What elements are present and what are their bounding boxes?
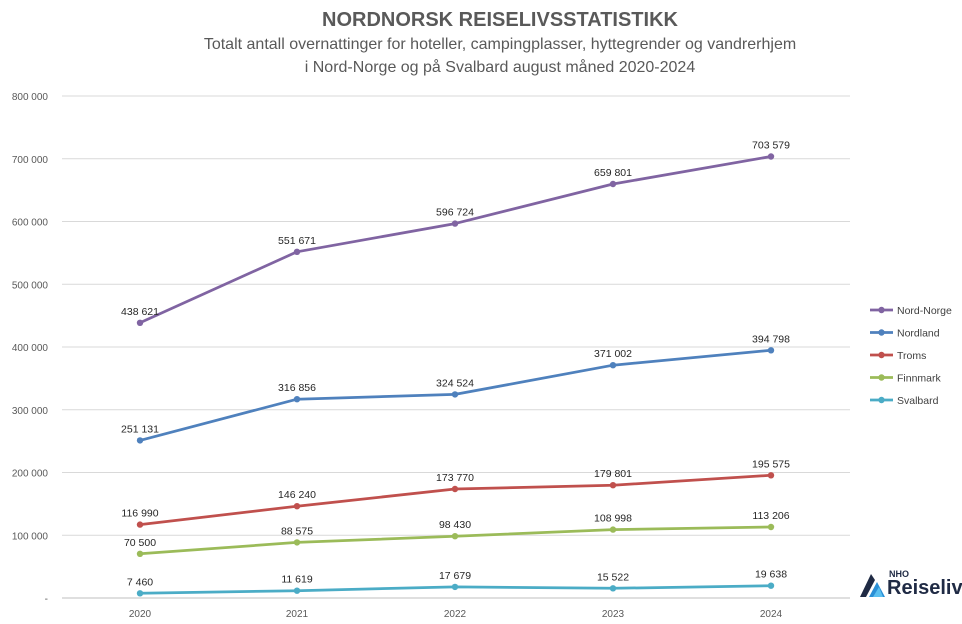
data-label: 15 522 bbox=[597, 571, 629, 583]
series-line-nord-norge bbox=[139, 155, 772, 325]
data-point bbox=[609, 362, 617, 369]
data-point bbox=[767, 347, 775, 354]
data-label: 88 575 bbox=[281, 525, 313, 537]
data-label: 195 575 bbox=[752, 458, 790, 470]
data-label: 17 679 bbox=[439, 570, 471, 582]
data-label: 371 002 bbox=[594, 348, 632, 360]
data-point bbox=[609, 585, 617, 592]
data-point bbox=[136, 319, 144, 326]
data-label: 659 801 bbox=[594, 167, 632, 179]
y-tick-label: 300 000 bbox=[12, 406, 49, 417]
data-label: 316 856 bbox=[278, 382, 316, 394]
data-label: 438 621 bbox=[121, 306, 159, 318]
legend-marker bbox=[878, 306, 885, 314]
data-point bbox=[451, 220, 459, 227]
data-point bbox=[609, 180, 617, 188]
legend-marker bbox=[878, 351, 885, 359]
legend-entry: Troms bbox=[897, 350, 926, 362]
x-tick-label: 2022 bbox=[444, 609, 467, 620]
data-point bbox=[767, 153, 775, 160]
data-label: 703 579 bbox=[752, 140, 790, 152]
data-point bbox=[293, 396, 301, 403]
y-tick-label: 200 000 bbox=[12, 469, 49, 480]
data-label: 596 724 bbox=[436, 207, 474, 219]
data-label: 108 998 bbox=[594, 513, 632, 525]
data-point bbox=[293, 503, 301, 510]
logo-name-text: Reiseliv bbox=[887, 577, 962, 599]
data-point bbox=[293, 539, 301, 546]
y-tick-label: 600 000 bbox=[12, 218, 49, 229]
legend: Nord-Norge Nordland Troms Finnmark Svalbard bbox=[870, 305, 952, 407]
data-point bbox=[609, 482, 617, 489]
data-point bbox=[136, 550, 144, 557]
data-label: 98 430 bbox=[439, 519, 471, 531]
y-tick-label: 500 000 bbox=[12, 280, 49, 291]
data-point bbox=[451, 391, 459, 398]
x-axis-ticks: 2020 2021 2022 2023 2024 bbox=[129, 609, 783, 620]
logo-small-text: NHO bbox=[889, 569, 909, 579]
y-tick-label: - bbox=[45, 594, 48, 605]
y-tick-label: 100 000 bbox=[12, 531, 49, 542]
chart-subtitle-line2: i Nord-Norge og på Svalbard august måned… bbox=[304, 59, 696, 76]
series-lines bbox=[136, 153, 775, 597]
data-label: 324 524 bbox=[436, 377, 474, 389]
legend-marker bbox=[878, 374, 885, 381]
data-label: 116 990 bbox=[121, 508, 158, 520]
legend-entry: Nordland bbox=[897, 328, 940, 340]
x-tick-label: 2020 bbox=[129, 609, 152, 620]
legend-marker bbox=[878, 329, 885, 336]
data-point bbox=[293, 587, 301, 594]
data-label: 19 638 bbox=[755, 569, 787, 581]
data-label: 113 206 bbox=[752, 510, 789, 522]
legend-entry: Svalbard bbox=[897, 395, 939, 407]
data-label: 394 798 bbox=[752, 333, 790, 345]
chart-title: NORDNORSK REISELIVSSTATISTIKK bbox=[322, 9, 678, 31]
data-point bbox=[136, 521, 144, 528]
data-label: 551 671 bbox=[278, 235, 316, 247]
data-label: 251 131 bbox=[121, 423, 159, 435]
data-point bbox=[451, 583, 459, 591]
data-labels: 438 621 551 671 596 724 659 801 703 579 251 1… bbox=[121, 140, 790, 589]
data-label: 179 801 bbox=[594, 468, 632, 480]
legend-marker bbox=[878, 396, 885, 404]
x-tick-label: 2023 bbox=[602, 609, 625, 620]
y-tick-label: 400 000 bbox=[12, 343, 49, 354]
y-axis-ticks: - 100 000 200 000 300 000 400 000 500 000 600 … bbox=[12, 92, 49, 605]
data-point bbox=[451, 533, 459, 540]
data-point bbox=[767, 523, 775, 531]
data-point bbox=[136, 590, 144, 597]
y-tick-label: 800 000 bbox=[12, 92, 49, 103]
legend-entry: Nord-Norge bbox=[897, 305, 952, 317]
nho-reiseliv-logo: NHO Reiseliv bbox=[857, 568, 962, 602]
data-label: 146 240 bbox=[278, 489, 316, 501]
x-tick-label: 2021 bbox=[286, 609, 309, 620]
data-point bbox=[767, 472, 775, 479]
data-point bbox=[293, 248, 301, 255]
y-tick-label: 700 000 bbox=[12, 155, 49, 166]
chart-subtitle-line1: Totalt antall overnattinger for hoteller… bbox=[203, 36, 797, 53]
data-point bbox=[767, 582, 775, 589]
gridlines bbox=[62, 95, 850, 599]
data-label: 7 460 bbox=[127, 576, 153, 588]
data-point bbox=[451, 485, 459, 493]
legend-entry: Finnmark bbox=[897, 373, 942, 385]
data-point bbox=[136, 437, 144, 444]
data-label: 173 770 bbox=[436, 472, 474, 484]
data-point bbox=[609, 526, 617, 533]
nho-reiseliv-logo-icon bbox=[860, 574, 885, 597]
data-label: 70 500 bbox=[124, 537, 156, 549]
data-label: 11 619 bbox=[281, 574, 312, 586]
x-tick-label: 2024 bbox=[760, 609, 783, 620]
